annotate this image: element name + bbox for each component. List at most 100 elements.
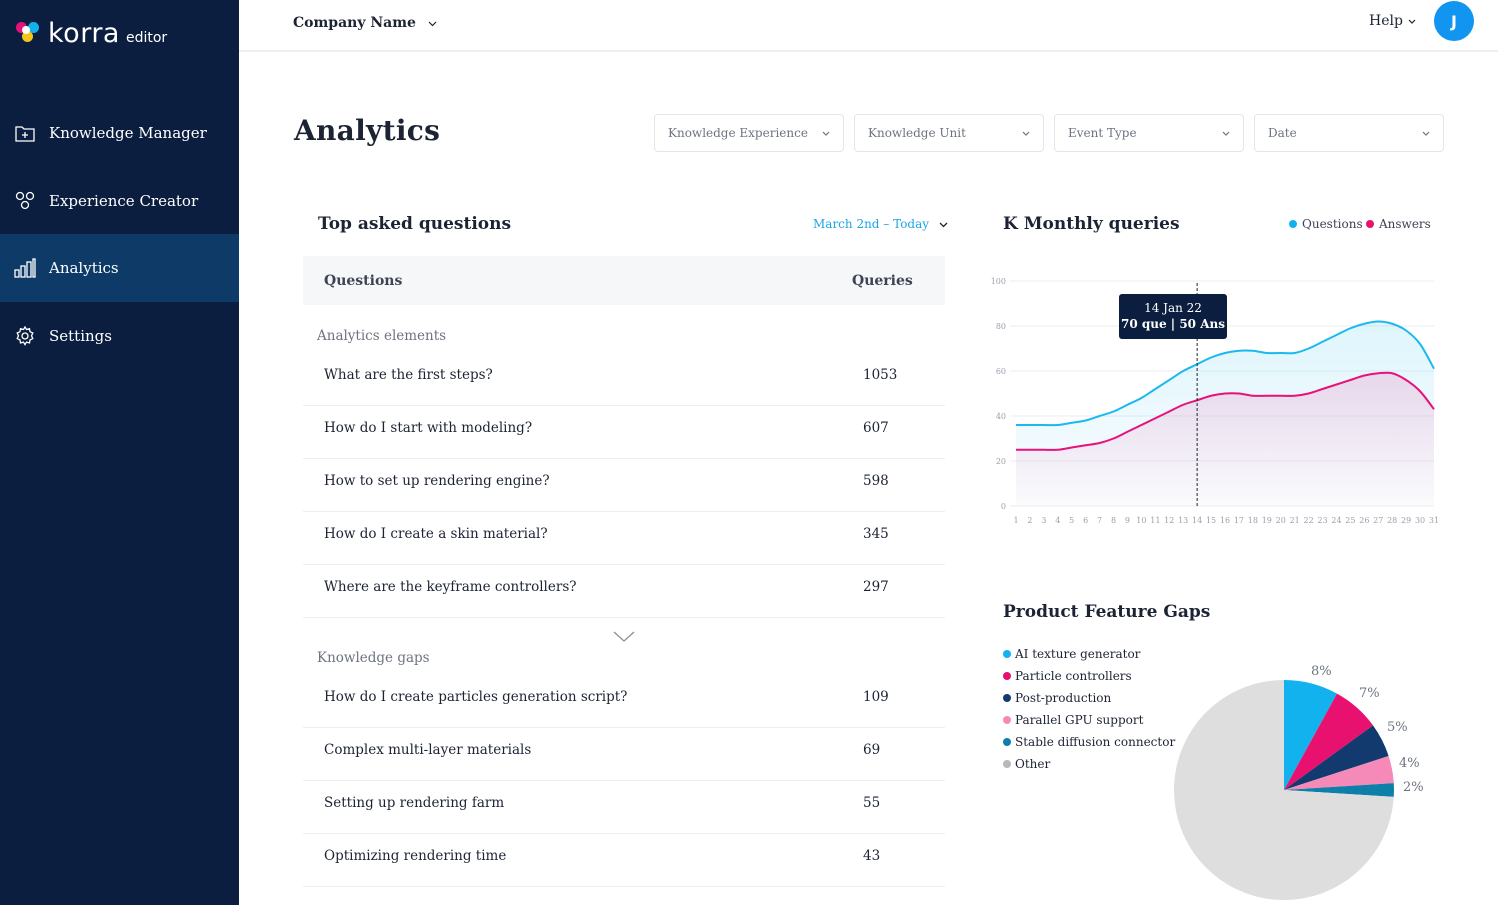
help-menu[interactable]: Help xyxy=(1369,13,1416,29)
series-line-answers[interactable] xyxy=(1015,371,1435,451)
x-tick-label: 8 xyxy=(1111,516,1116,525)
legend-item: Other xyxy=(1003,753,1175,775)
topbar: Company Name Help J xyxy=(239,0,1498,52)
chevron-down-icon xyxy=(428,15,437,31)
legend-label: AI texture generator xyxy=(1015,647,1141,661)
x-tick-label: 23 xyxy=(1317,516,1327,525)
section-label-analytics: Analytics elements xyxy=(317,328,447,344)
column-header-questions[interactable]: Questions xyxy=(324,273,403,289)
legend-label: Answers xyxy=(1379,217,1431,231)
x-tick-label: 26 xyxy=(1359,516,1369,525)
series-area-answers xyxy=(1016,372,1434,506)
question-text: Where are the keyframe controllers? xyxy=(324,579,577,595)
chart-tooltip: 14 Jan 22 70 que | 50 Ans xyxy=(1119,294,1227,339)
sidebar-item-knowledge-manager[interactable]: Knowledge Manager xyxy=(0,99,239,167)
legend-item: AI texture generator xyxy=(1003,643,1175,665)
x-tick-label: 11 xyxy=(1150,516,1160,525)
table-row[interactable]: How do I create particles generation scr… xyxy=(303,675,945,728)
monthly-queries-title: K Monthly queries xyxy=(1003,214,1180,234)
x-tick-label: 29 xyxy=(1401,516,1411,525)
slice-pct-label: 7% xyxy=(1359,686,1380,701)
question-text: How do I create particles generation scr… xyxy=(324,689,628,705)
tooltip-date: 14 Jan 22 xyxy=(1144,301,1202,315)
sidebar-item-experience-creator[interactable]: Experience Creator xyxy=(0,167,239,235)
feature-gaps-pie[interactable] xyxy=(1160,668,1400,905)
table-row[interactable]: How do I start with modeling? 607 xyxy=(303,406,945,459)
logo[interactable]: korra editor xyxy=(14,18,167,48)
x-tick-label: 30 xyxy=(1415,516,1425,525)
x-tick-label: 3 xyxy=(1041,516,1046,525)
avatar[interactable]: J xyxy=(1434,1,1474,41)
x-tick-label: 18 xyxy=(1248,516,1258,525)
legend-dot xyxy=(1289,220,1297,228)
sidebar-item-label: Knowledge Manager xyxy=(49,124,207,142)
sidebar: korra editor Knowledge Manager Experienc… xyxy=(0,0,239,905)
pie-slice-particle-controllers[interactable] xyxy=(1284,693,1373,790)
x-tick-label: 6 xyxy=(1083,516,1088,525)
sidebar-item-analytics[interactable]: Analytics xyxy=(0,234,239,302)
x-tick-label: 27 xyxy=(1373,516,1383,525)
legend-label: Parallel GPU support xyxy=(1015,713,1144,727)
slice-pct-label: 5% xyxy=(1387,720,1408,735)
table-row[interactable]: Complex multi-layer materials 69 xyxy=(303,728,945,781)
y-tick-label: 40 xyxy=(996,412,1006,421)
legend-dot xyxy=(1366,220,1374,228)
query-count: 69 xyxy=(863,742,881,758)
question-text: How do I create a skin material? xyxy=(324,526,548,542)
page-title: Analytics xyxy=(294,114,441,147)
table-row[interactable]: Optimizing rendering time 43 xyxy=(303,834,945,887)
table-row[interactable]: What are the first steps? 1053 xyxy=(303,353,945,406)
pie-slice-ai-texture-generator[interactable] xyxy=(1284,680,1337,790)
query-count: 55 xyxy=(863,795,881,811)
series-line-questions[interactable] xyxy=(1016,320,1435,427)
legend-label: Stable diffusion connector xyxy=(1015,735,1176,749)
pie-slice-other[interactable] xyxy=(1174,680,1394,900)
filter-date[interactable]: Date xyxy=(1254,114,1444,152)
x-tick-label: 22 xyxy=(1304,516,1314,525)
column-header-queries[interactable]: Queries xyxy=(852,273,913,289)
legend-label: Particle controllers xyxy=(1015,669,1132,683)
pie-slice-stable-diffusion-connector[interactable] xyxy=(1284,783,1394,797)
legend-answers: Answers xyxy=(1366,217,1431,231)
date-range-label: March 2nd – Today xyxy=(813,217,930,231)
query-count: 43 xyxy=(863,848,881,864)
expand-chevron-icon[interactable] xyxy=(613,628,635,647)
legend-label: Questions xyxy=(1302,217,1363,231)
question-text: Optimizing rendering time xyxy=(324,848,507,864)
query-count: 297 xyxy=(863,579,889,595)
legend-item: Particle controllers xyxy=(1003,665,1175,687)
filter-knowledge-experience[interactable]: Knowledge Experience xyxy=(654,114,844,152)
date-range-selector[interactable]: March 2nd – Today xyxy=(813,217,948,231)
query-count: 1053 xyxy=(863,367,898,383)
legend-label: Other xyxy=(1015,757,1051,771)
table-row[interactable]: How to set up rendering engine? 598 xyxy=(303,459,945,512)
filter-knowledge-unit[interactable]: Knowledge Unit xyxy=(854,114,1044,152)
chevron-down-icon xyxy=(1022,126,1030,140)
sidebar-item-settings[interactable]: Settings xyxy=(0,302,239,370)
question-text: What are the first steps? xyxy=(324,367,493,383)
filter-event-type[interactable]: Event Type xyxy=(1054,114,1244,152)
y-tick-label: 100 xyxy=(991,277,1006,286)
table-row[interactable]: How do I create a skin material? 345 xyxy=(303,512,945,565)
slice-pct-label: 2% xyxy=(1403,780,1424,795)
legend-dot xyxy=(1003,738,1011,746)
pie-slice-post-production[interactable] xyxy=(1284,725,1389,790)
bar-chart-icon xyxy=(14,257,36,279)
company-selector[interactable]: Company Name xyxy=(293,15,437,31)
legend-dot xyxy=(1003,716,1011,724)
x-tick-label: 2 xyxy=(1027,516,1032,525)
legend-dot xyxy=(1003,650,1011,658)
x-tick-label: 31 xyxy=(1429,516,1439,525)
pie-slice-parallel-gpu-support[interactable] xyxy=(1284,756,1394,790)
x-tick-label: 21 xyxy=(1290,516,1300,525)
table-row[interactable]: Setting up rendering farm 55 xyxy=(303,781,945,834)
filter-label: Event Type xyxy=(1068,126,1137,140)
question-text: How do I start with modeling? xyxy=(324,420,533,436)
company-name: Company Name xyxy=(293,15,416,31)
table-row[interactable]: Where are the keyframe controllers? 297 xyxy=(303,565,945,618)
x-tick-label: 10 xyxy=(1136,516,1146,525)
sidebar-item-label: Settings xyxy=(49,327,112,345)
legend-item: Stable diffusion connector xyxy=(1003,731,1175,753)
chevron-down-icon xyxy=(1408,13,1416,29)
